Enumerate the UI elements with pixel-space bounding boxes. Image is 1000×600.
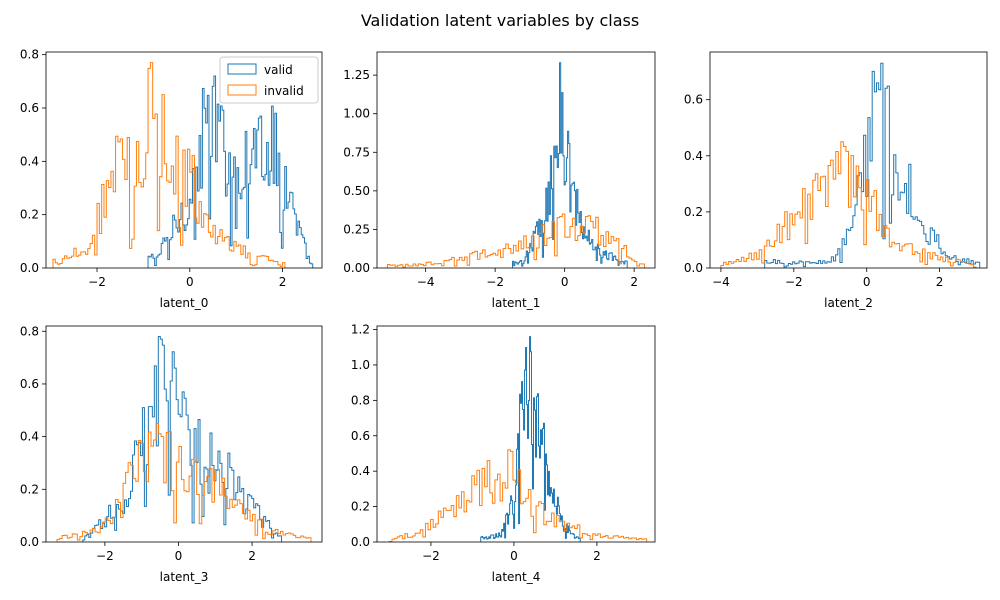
x-tick-label: −4 (417, 275, 435, 289)
legend-label-valid: valid (264, 63, 293, 77)
y-tick-label: 0.00 (343, 261, 370, 275)
y-tick-label: 0.50 (343, 184, 370, 198)
plot-area (386, 62, 646, 268)
subplot-latent_2: −4 −2 0 2 0.0 0.2 0.4 0.6 latent_2 (684, 51, 988, 310)
y-tick-label: 1.25 (343, 68, 370, 82)
y-tick-label: 0.8 (20, 48, 39, 62)
x-tick-label: −2 (88, 275, 106, 289)
plot-area (388, 336, 648, 542)
figure-title: Validation latent variables by class (361, 11, 639, 30)
y-tick-label: 0.0 (684, 261, 703, 275)
x-tick-label: 2 (630, 275, 638, 289)
histogram-valid-latent_4 (480, 336, 581, 542)
x-tick-label: −2 (96, 549, 114, 563)
x-axis-label: latent_1 (492, 296, 541, 310)
axes-frame (376, 51, 656, 269)
x-tick-label: 0 (175, 549, 183, 563)
y-tick-label: 0.2 (20, 208, 39, 222)
histogram-invalid-latent_1 (386, 213, 646, 268)
axes-frame (45, 325, 323, 543)
x-tick-label: −2 (422, 549, 440, 563)
x-tick-label: 0 (186, 275, 194, 289)
y-tick-label: 1.00 (343, 107, 370, 121)
histogram-invalid-latent_2 (720, 141, 977, 268)
histogram-invalid-latent_3 (56, 422, 312, 542)
x-tick-label: 2 (248, 549, 256, 563)
axes-frame (376, 325, 656, 543)
plot-area (56, 336, 312, 542)
x-axis-label: latent_0 (160, 296, 209, 310)
histogram-invalid-latent_4 (388, 449, 648, 542)
y-tick-label: 0.75 (343, 145, 370, 159)
y-tick-label: 0.4 (20, 430, 39, 444)
y-tick-label: 0.8 (351, 393, 370, 407)
y-tick-label: 0.6 (20, 377, 39, 391)
plot-area (720, 62, 981, 268)
histogram-valid-latent_2 (764, 62, 981, 268)
legend-swatch-invalid (227, 84, 257, 96)
subplot-latent_4: −2 0 2 0.0 0.2 0.4 0.6 0.8 1.0 1.2 latent_4 (351, 323, 656, 584)
histogram-valid-latent_3 (82, 336, 283, 542)
y-tick-label: 1.2 (351, 323, 370, 337)
y-tick-label: 0.6 (20, 101, 39, 115)
x-tick-label: 0 (561, 275, 569, 289)
x-tick-label: 2 (936, 275, 944, 289)
y-tick-label: 1.0 (351, 358, 370, 372)
y-tick-label: 0.6 (684, 93, 703, 107)
legend-swatch-valid (227, 63, 257, 75)
x-axis-label: latent_4 (492, 570, 541, 584)
subplot-latent_1: −4 −2 0 2 0.00 0.25 0.50 0.75 1.00 1.25 latent_1 (343, 51, 656, 310)
y-tick-label: 0.2 (684, 205, 703, 219)
y-tick-label: 0.4 (684, 149, 703, 163)
subplot-latent_3: −2 0 2 0.0 0.2 0.4 0.6 0.8 latent_3 (20, 324, 323, 584)
y-tick-label: 0.4 (20, 154, 39, 168)
x-tick-label: −2 (785, 275, 803, 289)
y-tick-label: 0.6 (351, 429, 370, 443)
x-axis-label: latent_3 (160, 570, 209, 584)
y-tick-label: 0.0 (351, 535, 370, 549)
y-tick-label: 0.8 (20, 324, 39, 338)
axes-frame (45, 51, 323, 269)
x-tick-label: 0 (510, 549, 518, 563)
plot-area (52, 62, 314, 268)
y-tick-label: 0.0 (20, 535, 39, 549)
subplot-latent_0: −2 0 2 0.0 0.2 0.4 0.6 0.8 latent_0 valid invalid (20, 48, 323, 310)
x-tick-label: 2 (279, 275, 287, 289)
x-tick-label: −2 (486, 275, 504, 289)
x-tick-label: −4 (712, 275, 730, 289)
y-tick-label: 0.2 (20, 482, 39, 496)
subplot-grid: −2 0 20.00.20.40.60.8latent_0validinvalid−… (20, 48, 988, 584)
histogram-invalid-latent_0 (52, 62, 286, 268)
legend-label-invalid: invalid (264, 84, 304, 98)
x-tick-label: 2 (593, 549, 601, 563)
y-tick-label: 0.4 (351, 464, 370, 478)
histogram-valid-latent_0 (147, 75, 314, 268)
x-tick-label: 0 (863, 275, 871, 289)
x-axis-label: latent_2 (824, 296, 873, 310)
legend-box (219, 56, 319, 104)
axes-frame (709, 51, 988, 269)
y-tick-label: 0.2 (351, 500, 370, 514)
y-tick-label: 0.0 (20, 261, 39, 275)
legend: valid invalid (219, 56, 319, 104)
y-tick-label: 0.25 (343, 222, 370, 236)
